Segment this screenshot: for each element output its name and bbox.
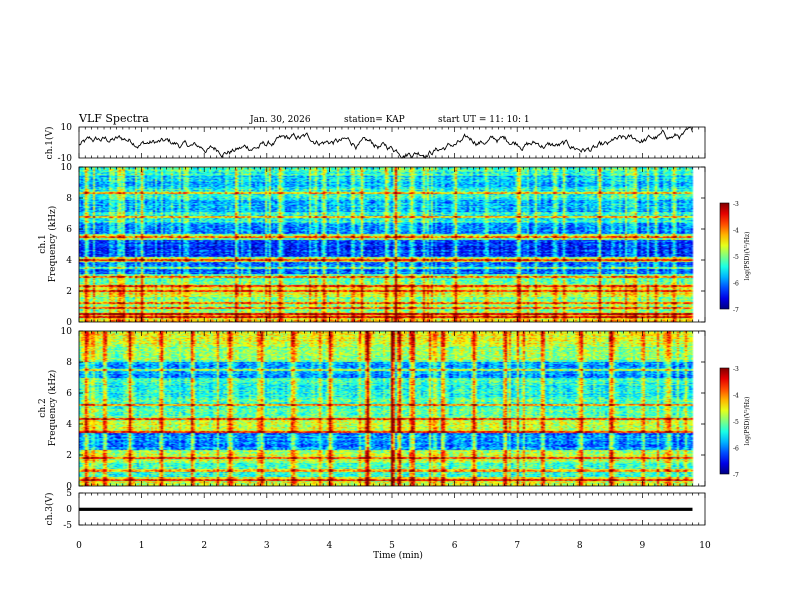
ch1-colorbar-tick-label: -4 bbox=[733, 228, 739, 235]
ch1-spectrogram-image bbox=[79, 167, 705, 322]
ch1-spec-ylabel-channel: ch.1 bbox=[38, 234, 48, 253]
ch3-ytick-label: 0 bbox=[66, 505, 72, 515]
ch2-colorbar-bar bbox=[719, 367, 730, 475]
x-tick-label: 6 bbox=[452, 541, 458, 551]
s2-ytick-label: 8 bbox=[66, 358, 72, 368]
ch1-colorbar-bar bbox=[719, 202, 730, 310]
ch1-colorbar-tick-label: -6 bbox=[733, 281, 739, 288]
x-tick-label: 0 bbox=[76, 541, 82, 551]
x-tick-label: 10 bbox=[699, 541, 711, 551]
time-axis: 0 1 2 3 4 5 6 7 8 9 10 bbox=[76, 127, 711, 551]
ch1-spectrogram-panel: 0 2 4 6 8 10 ch.1 Frequency (kHz) bbox=[38, 163, 706, 328]
figure-start-time: start UT = 11: 10: 1 bbox=[438, 115, 530, 125]
ch2-colorbar-label: log(PSD)(V²/Hz) bbox=[744, 397, 751, 446]
ch2-colorbar-tick-label: -5 bbox=[733, 419, 739, 426]
ch2-spec-ylabel-frequency: Frequency (kHz) bbox=[47, 370, 58, 447]
ch3-waveform-panel: 5 0 -5 ch.3(V) bbox=[44, 489, 706, 531]
x-tick-label: 3 bbox=[264, 541, 270, 551]
s2-ytick-label: 2 bbox=[66, 451, 72, 461]
ch2-colorbar-tick-label: -4 bbox=[733, 393, 739, 400]
ch2-colorbar-tick-label: -6 bbox=[733, 446, 739, 453]
s2-ytick-label: 10 bbox=[61, 327, 73, 337]
ch1-colorbar-tick-label: -7 bbox=[733, 307, 739, 314]
s1-ytick-label: 4 bbox=[66, 256, 72, 266]
x-tick-label: 8 bbox=[577, 541, 583, 551]
ch2-colorbar-tick-label: -7 bbox=[733, 472, 739, 479]
ch1-spec-yticks: 0 2 4 6 8 10 bbox=[61, 163, 705, 328]
ch1-ytick-top: 10 bbox=[61, 123, 73, 133]
x-tick-label: 1 bbox=[139, 541, 145, 551]
ch2-colorbar: -3 -4 -5 -6 -7 log(PSD)(V²/Hz) bbox=[719, 366, 751, 479]
time-axis-label: Time (min) bbox=[373, 550, 423, 561]
figure-station: station= KAP bbox=[344, 115, 405, 125]
s1-ytick-label: 8 bbox=[66, 194, 72, 204]
x-tick-label: 2 bbox=[201, 541, 207, 551]
s1-ytick-label: 10 bbox=[61, 163, 73, 173]
ch1-spec-ylabel-frequency: Frequency (kHz) bbox=[47, 206, 58, 283]
ch2-spectrogram-panel: 0 2 4 6 8 10 ch.2 Frequency (kHz) bbox=[38, 327, 706, 492]
x-tick-label: 7 bbox=[514, 541, 520, 551]
ch2-colorbar-tick-label: -3 bbox=[733, 366, 739, 373]
ch3-ytick-label: 5 bbox=[66, 489, 72, 499]
s2-ytick-label: 4 bbox=[66, 420, 72, 430]
ch2-spec-ylabel-channel: ch.2 bbox=[38, 398, 48, 417]
ch1-ylabel: ch.1(V) bbox=[44, 127, 55, 160]
s1-ytick-label: 0 bbox=[66, 318, 72, 328]
figure-date: Jan. 30, 2026 bbox=[249, 115, 311, 125]
ch1-colorbar-tick-label: -5 bbox=[733, 254, 739, 261]
ch1-colorbar-tick-label: -3 bbox=[733, 201, 739, 208]
s1-ytick-label: 2 bbox=[66, 287, 72, 297]
ch3-ylabel: ch.3(V) bbox=[44, 493, 55, 526]
s2-ytick-label: 6 bbox=[66, 389, 72, 399]
x-tick-label: 4 bbox=[327, 541, 333, 551]
s1-ytick-label: 6 bbox=[66, 225, 72, 235]
x-tick-label: 9 bbox=[640, 541, 646, 551]
ch3-yticks: 5 0 -5 bbox=[63, 489, 83, 531]
ch1-ytick-bottom: -10 bbox=[58, 154, 73, 164]
ch3-trace bbox=[79, 507, 693, 511]
x-tick-label: 5 bbox=[389, 541, 395, 551]
ch2-spec-yticks: 0 2 4 6 8 10 bbox=[61, 327, 705, 492]
ch3-ytick-label: -5 bbox=[63, 521, 72, 531]
ch1-colorbar-label: log(PSD)(V²/Hz) bbox=[744, 232, 751, 281]
ch1-trace bbox=[78, 126, 693, 159]
ch1-colorbar: -3 -4 -5 -6 -7 log(PSD)(V²/Hz) bbox=[719, 201, 751, 314]
ch1-waveform-panel: 10 -10 ch.1(V) bbox=[44, 123, 706, 164]
s2-ytick-label: 0 bbox=[66, 482, 72, 492]
ch2-spectrogram-image bbox=[79, 331, 705, 486]
figure-title: VLF Spectra bbox=[78, 112, 149, 125]
